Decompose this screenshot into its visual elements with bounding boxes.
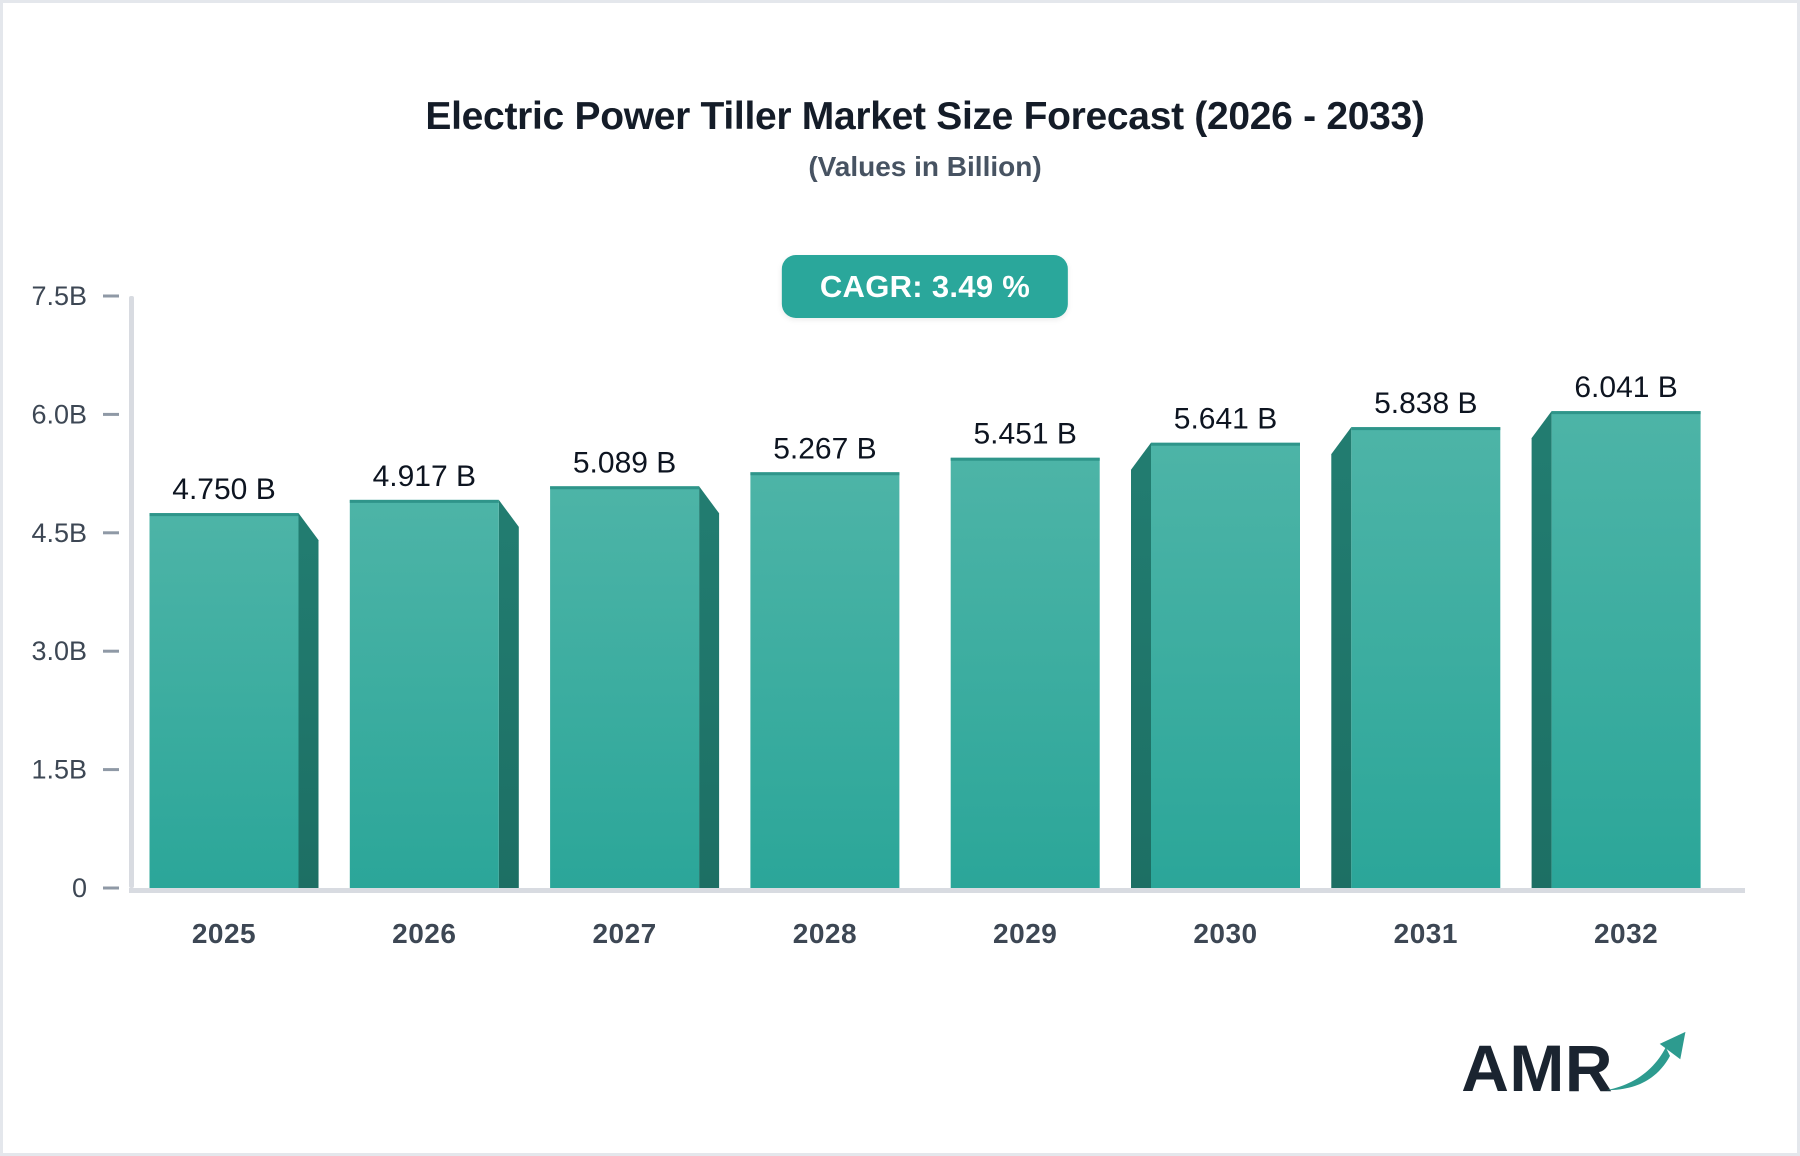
y-tick-label: 4.5B (31, 518, 87, 548)
chart-title: Electric Power Tiller Market Size Foreca… (425, 95, 1425, 138)
x-tick-label: 2030 (1193, 918, 1257, 949)
bar-2025 (149, 513, 299, 888)
bar-value-label: 4.917 B (373, 460, 476, 493)
amr-logo: AMR (1461, 1031, 1689, 1105)
amr-logo-text: AMR (1461, 1031, 1613, 1105)
y-axis-line (129, 296, 134, 888)
y-tick-mark (103, 649, 119, 653)
bar-3d-side (1531, 411, 1552, 888)
y-tick-label: 0 (72, 873, 87, 903)
bar-value-label: 4.750 B (172, 473, 275, 506)
cagr-badge: CAGR: 3.49 % (781, 255, 1069, 318)
x-tick-label: 2026 (392, 918, 456, 949)
bar-2026 (349, 499, 499, 888)
x-tick-label: 2028 (793, 918, 857, 949)
y-tick-mark (103, 294, 119, 298)
y-tick-mark (103, 412, 119, 416)
bar-value-label: 5.641 B (1174, 403, 1277, 436)
bar-3d-side (498, 499, 519, 888)
bar-3d-side (298, 513, 319, 888)
y-tick-label: 7.5B (31, 281, 87, 311)
bar-chart: 0 1.5B 3.0B 4.5B 6.0B 7.5B 4.750 B 2025 4.917 B 2… (31, 281, 1745, 949)
bar-value-label: 5.838 B (1374, 387, 1477, 420)
y-tick-label: 3.0B (31, 636, 87, 666)
x-tick-label: 2027 (592, 918, 656, 949)
bar-3d-side (1331, 427, 1352, 888)
x-tick-label: 2029 (993, 918, 1057, 949)
y-tick-label: 6.0B (31, 399, 87, 429)
bar-2027 (550, 486, 700, 888)
y-tick-mark (103, 531, 119, 535)
chart-header: Electric Power Tiller Market Size Foreca… (53, 95, 1797, 183)
bar-value-label: 5.451 B (973, 418, 1076, 451)
x-axis-line (129, 888, 1745, 893)
bar-3d-side (1131, 442, 1151, 888)
bar-2029 (950, 457, 1100, 888)
chart-subtitle: (Values in Billion) (808, 151, 1042, 182)
bar-3d-side (699, 486, 720, 888)
bar-2030 (1151, 442, 1300, 888)
bar-value-label: 5.267 B (773, 432, 876, 465)
y-tick-label: 1.5B (31, 755, 87, 785)
y-tick-mark (103, 886, 119, 890)
bar-2031 (1351, 427, 1501, 888)
bar-2028 (750, 472, 900, 888)
bar-value-label: 5.089 B (573, 446, 676, 479)
x-tick-label: 2031 (1394, 918, 1458, 949)
bar-2032 (1551, 411, 1701, 888)
growth-arrow-icon (1606, 1031, 1686, 1091)
y-tick-mark (103, 768, 119, 772)
x-tick-label: 2025 (192, 918, 256, 949)
bar-value-label: 6.041 B (1574, 371, 1677, 404)
x-tick-label: 2032 (1594, 918, 1658, 949)
